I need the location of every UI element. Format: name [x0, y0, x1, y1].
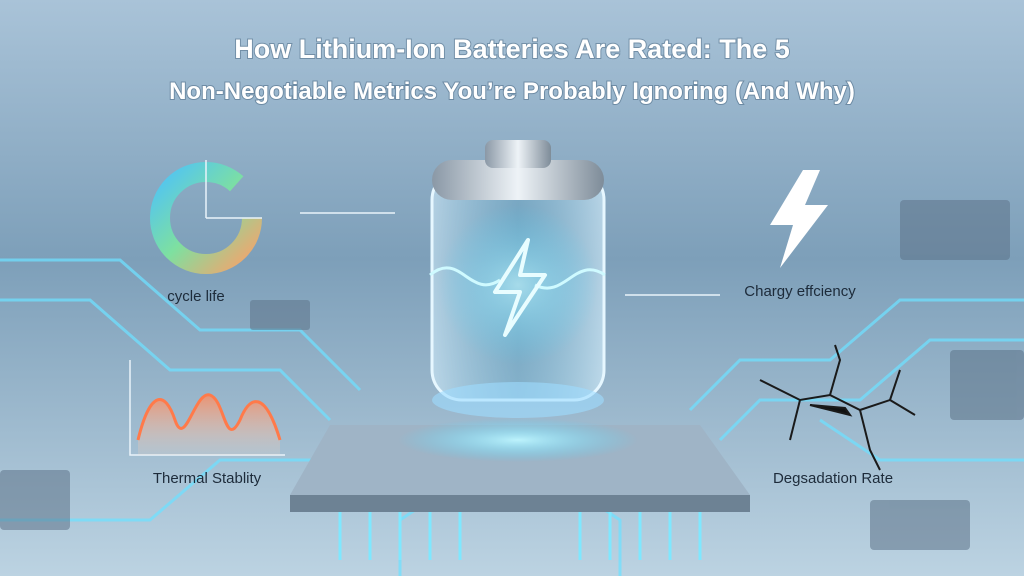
cycle-life-label: cycle life: [167, 288, 225, 305]
base-glow: [398, 418, 638, 462]
chip-side: [290, 495, 750, 512]
thermal-icon: [129, 360, 285, 456]
charge-icon: [625, 170, 828, 296]
background-chips: [0, 200, 1024, 550]
degradation-icon: [759, 344, 916, 471]
battery-cap: [432, 160, 604, 200]
energy-waves: [429, 266, 606, 290]
cycle-life-icon: [150, 160, 395, 274]
title-line: Non-Negotiable Metrics You’re Probably I…: [169, 78, 855, 105]
degradation-rate-label: Degsadation Rate: [773, 470, 893, 487]
chip-pins: [338, 512, 702, 560]
battery-terminal: [485, 140, 551, 168]
title-line: How Lithium-Ion Batteries Are Rated: The…: [234, 34, 790, 64]
thermal-stability-label: Thermal Stablity: [153, 470, 262, 487]
bolt-glow: [438, 205, 598, 365]
circuit-traces: [0, 258, 1024, 576]
battery-bottom: [432, 382, 604, 418]
charge-efficiency-label: Chargy effciency: [744, 283, 856, 300]
lightning-bolt: [493, 238, 547, 337]
